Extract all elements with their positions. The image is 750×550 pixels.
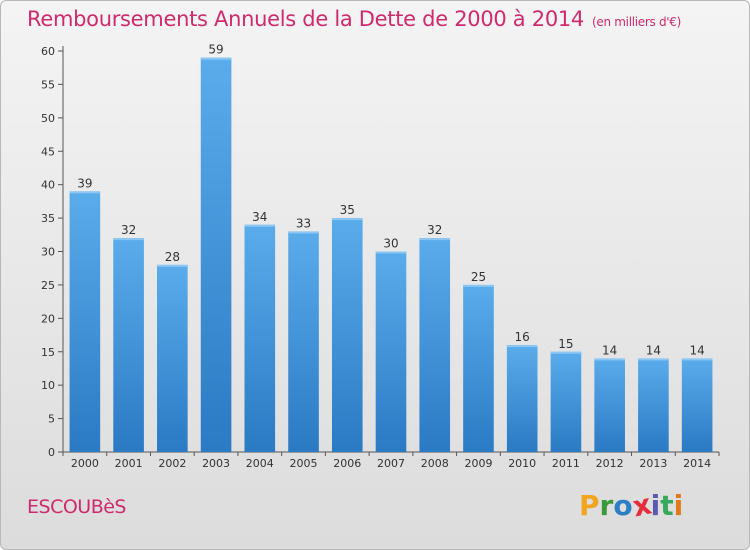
bar-2006 bbox=[331, 218, 363, 452]
bar-value-label: 14 bbox=[689, 343, 704, 357]
commune-name: ESCOUBèS bbox=[27, 496, 126, 518]
x-tick-label: 2000 bbox=[71, 457, 99, 470]
y-tick-label: 25 bbox=[41, 279, 55, 292]
x-tick-label: 2002 bbox=[158, 457, 186, 470]
bar-value-label: 30 bbox=[383, 237, 398, 251]
bar-2007 bbox=[375, 251, 407, 452]
y-tick-label: 45 bbox=[41, 145, 55, 158]
bar-highlight bbox=[594, 358, 625, 361]
bar-highlight bbox=[638, 358, 669, 361]
bar-2000 bbox=[69, 191, 101, 452]
bar-2011 bbox=[550, 351, 582, 452]
x-tick-label: 2006 bbox=[333, 457, 361, 470]
x-tick-label: 2011 bbox=[552, 457, 580, 470]
bar-value-label: 32 bbox=[427, 223, 442, 237]
chart-title-text: Remboursements Annuels de la Dette de 20… bbox=[27, 7, 584, 31]
bar-value-label: 28 bbox=[165, 250, 180, 264]
bar-highlight bbox=[681, 358, 713, 361]
bar-value-label: 39 bbox=[77, 176, 92, 190]
x-tick-label: 2003 bbox=[202, 457, 230, 470]
brand-logo: Proxiti bbox=[579, 487, 684, 523]
bar-2002 bbox=[157, 264, 188, 452]
brand-logo-letter: o bbox=[613, 489, 633, 522]
x-tick-label: 2004 bbox=[246, 457, 274, 470]
brand-logo-letter: r bbox=[599, 489, 614, 522]
bar-2013 bbox=[638, 358, 669, 452]
x-tick-label: 2010 bbox=[508, 457, 536, 470]
x-tick-label: 2014 bbox=[683, 457, 711, 470]
y-tick-label: 35 bbox=[41, 212, 55, 225]
bar-value-label: 16 bbox=[515, 330, 530, 344]
bar-2004 bbox=[244, 224, 276, 452]
bar-2001 bbox=[113, 238, 144, 452]
y-tick-label: 20 bbox=[41, 312, 55, 325]
bar-highlight bbox=[506, 345, 538, 348]
y-tick-label: 50 bbox=[41, 112, 55, 125]
y-tick-label: 40 bbox=[41, 179, 55, 192]
brand-logo-letter: t bbox=[660, 489, 674, 522]
bar-value-label: 14 bbox=[602, 343, 617, 357]
bar-highlight bbox=[288, 231, 319, 234]
x-tick-label: 2007 bbox=[377, 457, 405, 470]
bar-2012 bbox=[594, 358, 625, 452]
bar-highlight bbox=[375, 251, 407, 254]
y-tick-label: 60 bbox=[41, 45, 55, 58]
bar-labels: 39 32 28 59 34 33 35 30 32 25 16 15 14 14 14 bbox=[77, 43, 705, 358]
y-tick-label: 10 bbox=[41, 379, 55, 392]
bar-value-label: 34 bbox=[252, 210, 267, 224]
x-tick-label: 2005 bbox=[290, 457, 318, 470]
brand-logo-letter: P bbox=[579, 489, 600, 522]
bar-2010 bbox=[506, 345, 538, 452]
y-tick-label: 55 bbox=[41, 78, 55, 91]
x-tick-label: 2008 bbox=[421, 457, 449, 470]
y-tick-label: 15 bbox=[41, 346, 55, 359]
bar-highlight bbox=[463, 284, 494, 287]
x-tick-label: 2012 bbox=[596, 457, 624, 470]
bar-value-label: 25 bbox=[471, 270, 486, 284]
bar-highlight bbox=[419, 238, 451, 241]
bar-highlight bbox=[157, 264, 188, 267]
x-tick-label: 2009 bbox=[464, 457, 492, 470]
x-axis: 2000 2001 2002 2003 2004 2005 2006 2007 2008 2009… bbox=[62, 451, 720, 470]
bar-highlight bbox=[200, 57, 232, 60]
bar-2005 bbox=[288, 231, 319, 452]
bar-highlight bbox=[331, 218, 363, 221]
y-tick-label: 0 bbox=[48, 446, 55, 459]
bar-value-label: 35 bbox=[340, 203, 355, 217]
bar-value-label: 59 bbox=[208, 43, 223, 57]
bar-highlight bbox=[69, 191, 101, 194]
x-tick-label: 2013 bbox=[639, 457, 667, 470]
x-tick-label: 2001 bbox=[115, 457, 143, 470]
bar-value-label: 14 bbox=[646, 343, 661, 357]
y-tick-label: 30 bbox=[41, 246, 55, 259]
bar-highlight bbox=[550, 351, 582, 354]
bar-2008 bbox=[419, 238, 451, 452]
brand-logo-letter: i bbox=[673, 489, 684, 522]
y-tick-label: 5 bbox=[48, 413, 55, 426]
bar-value-label: 32 bbox=[121, 223, 136, 237]
bar-value-label: 33 bbox=[296, 216, 311, 230]
brand-logo-letter: i bbox=[650, 489, 661, 522]
bars bbox=[69, 57, 713, 452]
bar-2009 bbox=[463, 284, 494, 452]
bar-2003 bbox=[200, 57, 232, 452]
bar-highlight bbox=[113, 238, 144, 241]
bar-highlight bbox=[244, 224, 276, 227]
bar-2014 bbox=[681, 358, 713, 452]
bar-value-label: 15 bbox=[558, 337, 573, 351]
y-axis: 0 5 10 15 20 25 30 35 40 45 50 55 60 bbox=[41, 45, 64, 459]
chart-subtitle: (en milliers d'€) bbox=[592, 15, 682, 29]
chart-title: Remboursements Annuels de la Dette de 20… bbox=[27, 7, 681, 31]
